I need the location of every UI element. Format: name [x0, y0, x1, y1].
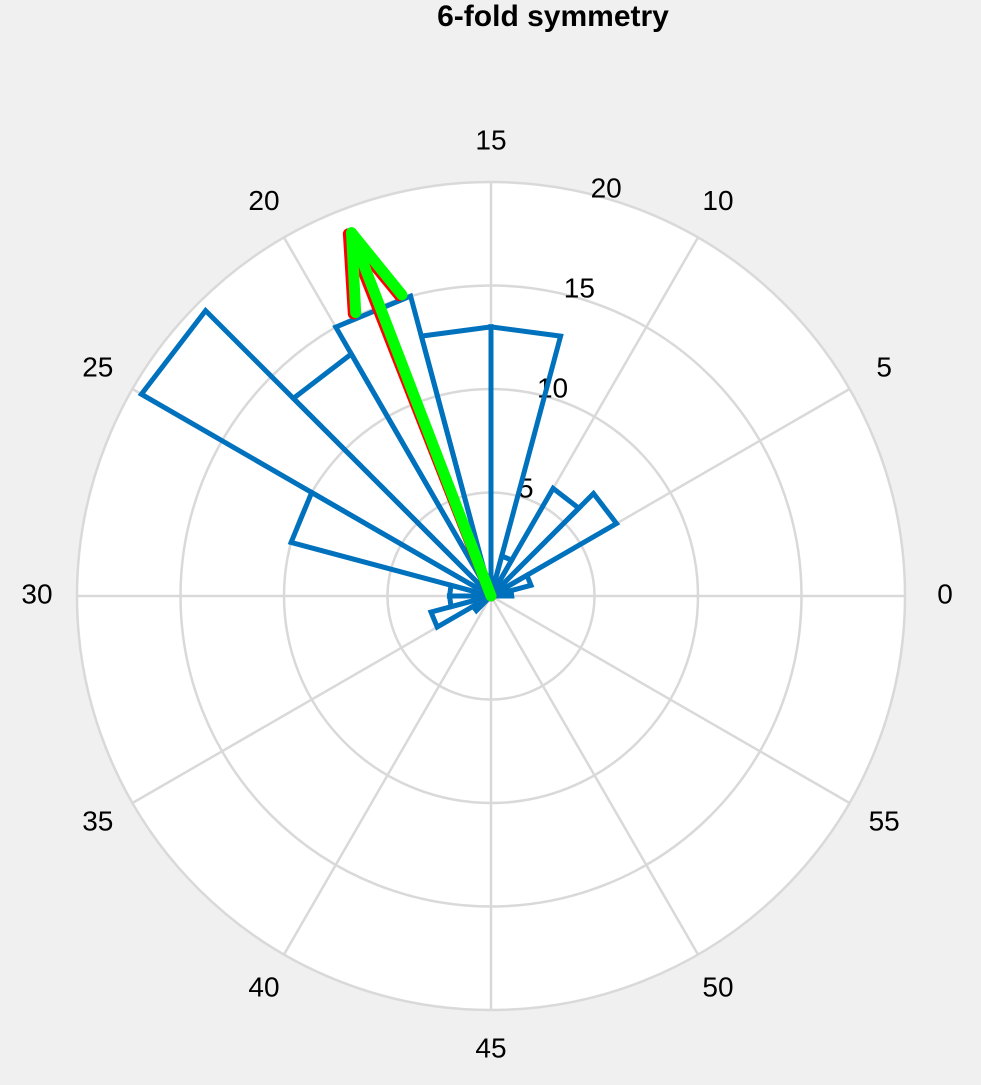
angle-tick-label: 15 — [475, 124, 506, 155]
angle-tick-label: 5 — [876, 351, 892, 382]
angle-tick-label: 55 — [869, 805, 900, 836]
angle-tick-label: 25 — [82, 351, 113, 382]
radial-tick-label: 20 — [591, 172, 622, 203]
angle-tick-label: 50 — [702, 972, 733, 1003]
angle-tick-label: 40 — [248, 972, 279, 1003]
histogram-bin — [287, 488, 493, 599]
mean-direction-arrows — [342, 227, 497, 602]
angle-tick-label: 20 — [248, 185, 279, 216]
histogram-bin — [427, 593, 493, 631]
angle-tick-labels: 0 5 10 15 20 25 30 35 40 45 50 55 — [21, 124, 952, 1063]
histogram-bin — [488, 484, 583, 598]
angle-tick-label: 35 — [82, 805, 113, 836]
chart-title: 6-fold symmetry — [437, 0, 669, 33]
histogram-bins — [137, 292, 621, 631]
angle-grid-spoke-40 — [282, 595, 493, 956]
radial-tick-label: 15 — [564, 272, 595, 303]
arrow-head — [346, 227, 408, 319]
angle-tick-label: 45 — [475, 1032, 506, 1063]
histogram-bin — [469, 593, 493, 615]
arrow-shaft — [346, 227, 497, 602]
angle-tick-label: 30 — [21, 578, 52, 609]
angle-tick-label: 0 — [937, 578, 953, 609]
angle-grid-spoke-35 — [131, 594, 492, 805]
angle-grid-spoke-50 — [489, 595, 700, 956]
angle-tick-label: 10 — [702, 185, 733, 216]
angle-grid-spoke-55 — [490, 594, 851, 805]
